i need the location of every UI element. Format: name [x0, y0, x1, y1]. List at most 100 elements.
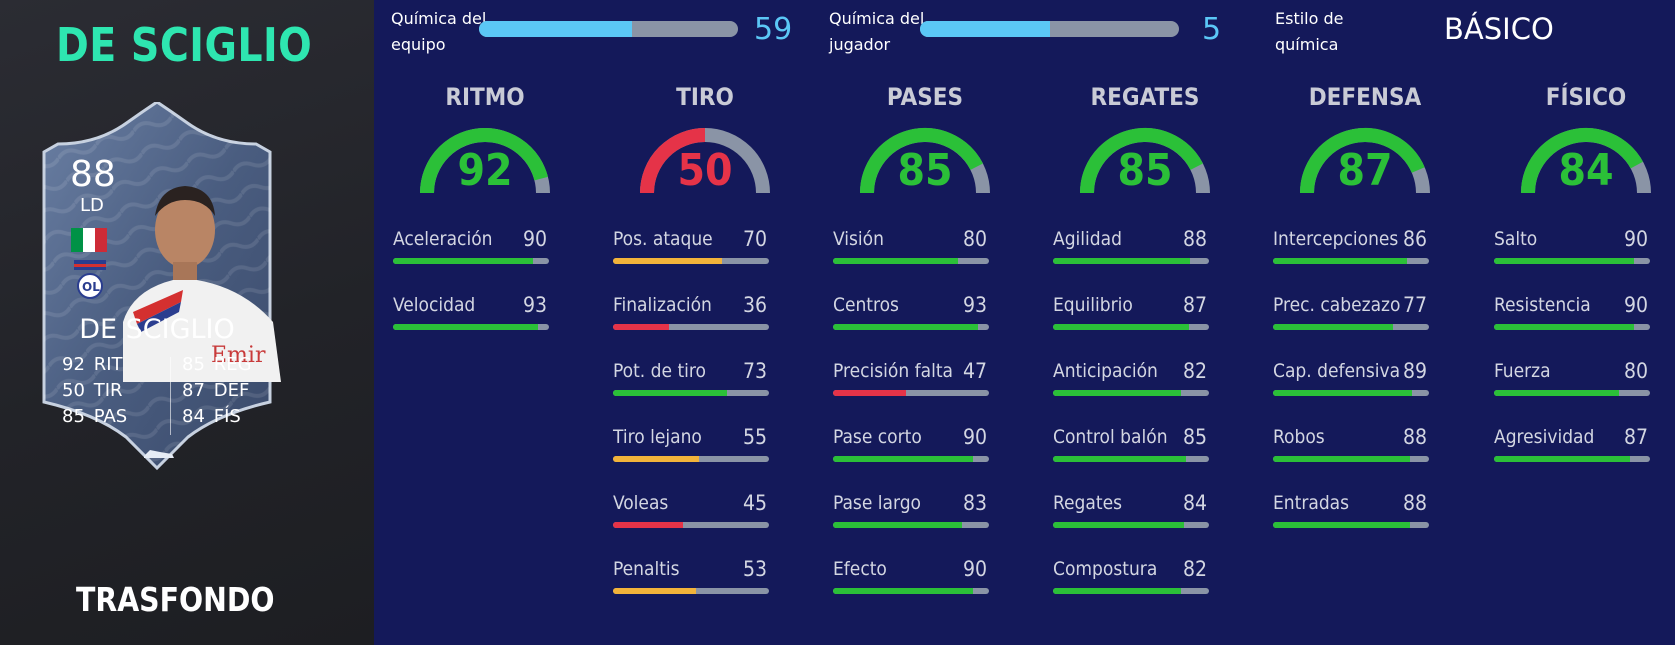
- stat-bar: [833, 522, 989, 528]
- stat-label: Cap. defensiva: [1273, 360, 1401, 382]
- stat-value: 83: [962, 491, 987, 515]
- stat-label: Entradas: [1273, 492, 1350, 514]
- player-portrait: Emir: [123, 186, 281, 382]
- stat-bar-fill: [1053, 456, 1186, 462]
- stat-value: 77: [1402, 293, 1427, 317]
- stat-bar: [613, 258, 769, 264]
- stat-label: Velocidad: [393, 294, 476, 316]
- stat-bar-fill: [613, 456, 699, 462]
- stat-value: 84: [1182, 491, 1207, 515]
- gauge-fill: [420, 128, 548, 194]
- stat-bar-fill: [393, 324, 539, 330]
- card-rating: 88: [70, 154, 116, 195]
- stat-bar: [833, 258, 989, 264]
- stat-value: 93: [962, 293, 987, 317]
- stat-bar-fill: [1494, 324, 1635, 330]
- player-chemistry-label: Química del jugador: [829, 9, 925, 54]
- stat-label: Tiro lejano: [613, 426, 702, 448]
- stat-value: 90: [522, 227, 547, 251]
- card-stats-divider: [170, 357, 171, 435]
- stat-value: 90: [1623, 227, 1648, 251]
- stat-label: Pase corto: [833, 426, 922, 448]
- stat-label: Resistencia: [1494, 294, 1591, 316]
- stat-value: 90: [1623, 293, 1648, 317]
- gauge-value-pases: 85: [897, 145, 953, 196]
- stat-bar-fill: [1273, 390, 1412, 396]
- stat-bar: [1053, 390, 1209, 396]
- card-stat-pas: 85 PAS: [62, 406, 128, 427]
- stat-label: Control balón: [1053, 426, 1168, 448]
- stat-bar: [613, 522, 769, 528]
- stat-value: 73: [742, 359, 767, 383]
- stat-bar: [1494, 324, 1650, 330]
- stat-bar-fill: [613, 258, 723, 264]
- stat-bar-fill: [833, 522, 963, 528]
- player-card[interactable]: Emir 88 LD OL DE SCIGLIO 92 RIT 50 TIR 8…: [38, 102, 281, 472]
- stat-label: Pase largo: [833, 492, 922, 514]
- stat-label: Precisión falta: [833, 360, 954, 382]
- stat-bar: [833, 456, 989, 462]
- gauge-fisico: [1521, 128, 1651, 194]
- stat-bar-fill: [1053, 258, 1191, 264]
- gauge-value-regates: 85: [1117, 145, 1173, 196]
- stat-bar: [1053, 324, 1209, 330]
- category-title-tiro: TIRO: [676, 83, 734, 111]
- stat-value: 85: [1182, 425, 1207, 449]
- stat-value: 70: [742, 227, 767, 251]
- gauge-value-ritmo: 92: [457, 145, 513, 196]
- stat-value: 47: [962, 359, 987, 383]
- stat-bar: [833, 390, 989, 396]
- stat-bar: [613, 588, 769, 594]
- stat-bar-fill: [1494, 258, 1635, 264]
- card-stat-rit: 92 RIT: [62, 354, 123, 375]
- stat-bar-fill: [833, 588, 974, 594]
- card-stat-tir: 50 TIR: [62, 380, 123, 401]
- stat-bar: [393, 258, 549, 264]
- stat-label: Aceleración: [393, 228, 493, 250]
- stat-label: Agresividad: [1494, 426, 1595, 448]
- stat-label: Anticipación: [1053, 360, 1158, 382]
- team-chemistry-fill: [479, 21, 632, 37]
- stat-value: 53: [742, 557, 767, 581]
- stat-label: Equilibrio: [1053, 294, 1133, 316]
- stat-bar: [613, 456, 769, 462]
- category-title-regates: REGATES: [1090, 83, 1200, 111]
- stat-value: 90: [962, 425, 987, 449]
- stat-bar-fill: [613, 588, 696, 594]
- background-label: TRASFONDO: [76, 580, 275, 619]
- stat-bar: [1273, 456, 1429, 462]
- stat-bar: [1053, 588, 1209, 594]
- stat-bar: [1053, 456, 1209, 462]
- card-stats: 92 RIT 50 TIR 85 PAS 85 REG 87 DEF 84 FÍ…: [62, 354, 262, 438]
- stat-bar: [613, 390, 769, 396]
- gauge-regates: [1080, 128, 1210, 194]
- stat-label: Centros: [833, 294, 899, 316]
- chemistry-style-value[interactable]: BÁSICO: [1444, 12, 1554, 46]
- stat-label: Efecto: [833, 558, 887, 580]
- stat-bar: [1273, 390, 1429, 396]
- gauge-fill: [1521, 128, 1643, 194]
- stat-bar-fill: [1273, 456, 1411, 462]
- stat-label: Pos. ataque: [613, 228, 713, 250]
- stat-label: Penaltis: [613, 558, 680, 580]
- player-panel: DE SCIGLIO Emir: [0, 0, 374, 645]
- stat-bar-fill: [613, 390, 727, 396]
- stat-label: Prec. cabezazo: [1273, 294, 1401, 316]
- stat-value: 86: [1402, 227, 1427, 251]
- gauge-fill: [640, 128, 706, 194]
- stat-value: 93: [522, 293, 547, 317]
- team-chemistry-bar: [479, 21, 738, 37]
- chemistry-style-label: Estilo de química: [1275, 9, 1344, 54]
- player-chemistry-fill: [920, 21, 1050, 37]
- stat-bar-fill: [1053, 588, 1181, 594]
- gauge-fill: [1080, 128, 1203, 194]
- stat-value: 82: [1182, 359, 1207, 383]
- stat-bar-fill: [613, 324, 670, 330]
- stat-bar: [833, 588, 989, 594]
- stat-bar-fill: [1494, 456, 1630, 462]
- stat-value: 45: [742, 491, 767, 515]
- gauge-tiro: [640, 128, 770, 194]
- svg-text:OL: OL: [82, 280, 100, 294]
- card-stat-def: 87 DEF: [182, 380, 250, 401]
- stat-bar: [1053, 258, 1209, 264]
